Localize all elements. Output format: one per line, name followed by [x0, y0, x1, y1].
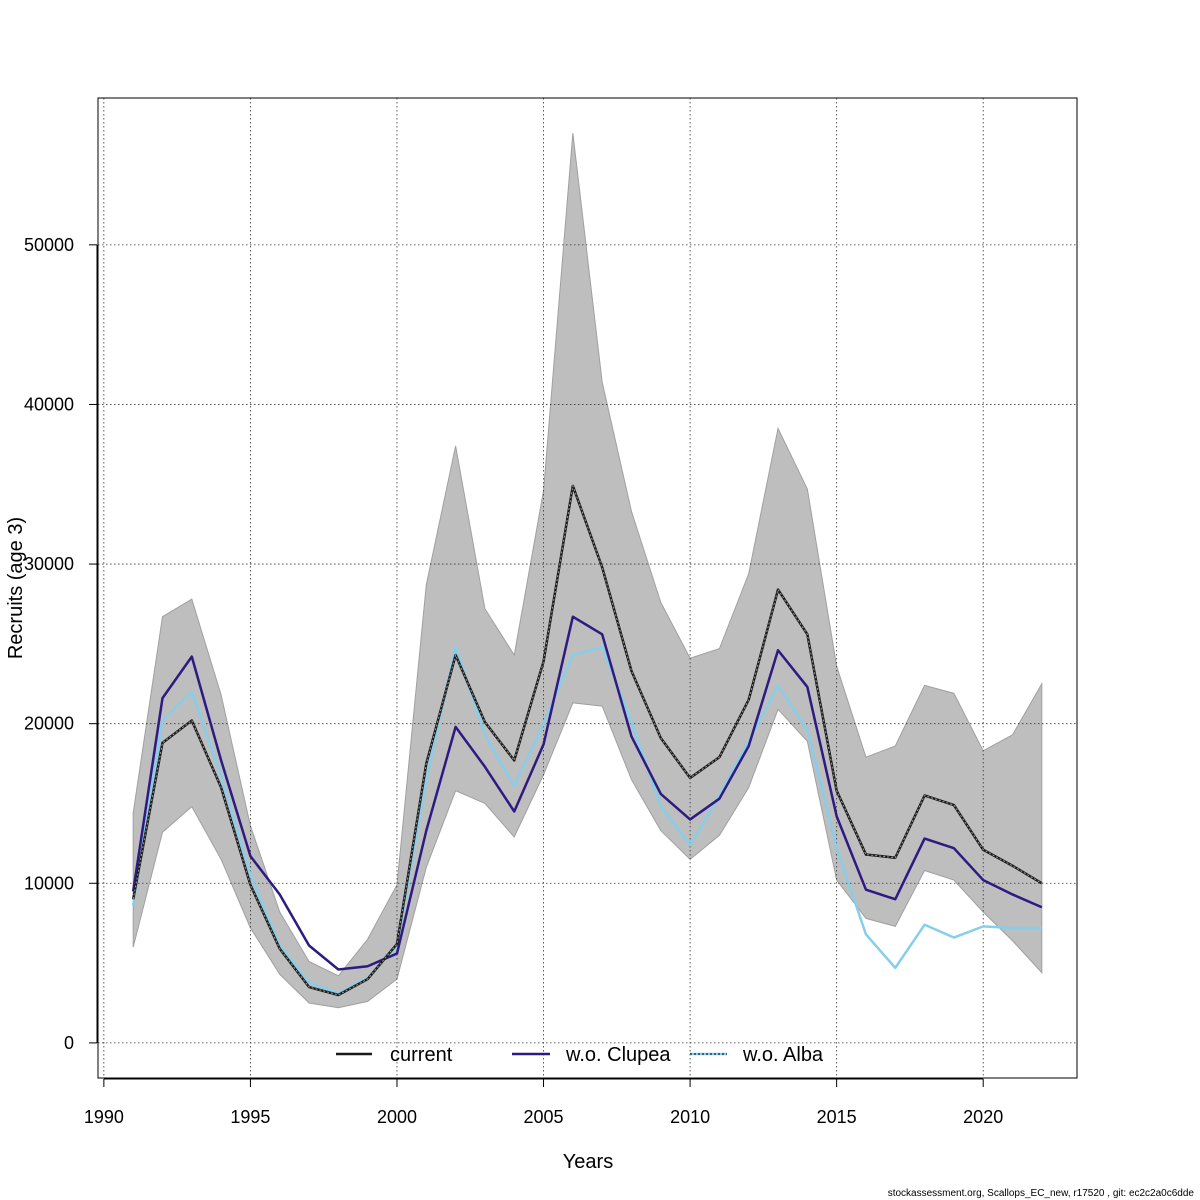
legend-label-clupea: w.o. Clupea — [565, 1044, 671, 1066]
y-tick-label-30000: 30000 — [24, 554, 74, 574]
x-tick-label-2020: 2020 — [963, 1107, 1003, 1127]
y-axis: 0 10000 20000 30000 40000 50000 — [24, 235, 98, 1053]
series-layer — [131, 483, 1043, 997]
y-tick-label-50000: 50000 — [24, 235, 74, 255]
x-axis-title: Years — [563, 1151, 613, 1173]
y-tick-label-0: 0 — [64, 1033, 74, 1053]
y-axis-title: Recruits (age 3) — [5, 517, 27, 659]
plot-frame — [97, 97, 1078, 1079]
series-line-current-dots — [132, 483, 1043, 996]
x-tick-label-2005: 2005 — [524, 1107, 564, 1127]
confidence-band — [132, 133, 1043, 1009]
grid-layer — [98, 98, 1077, 1078]
x-axis: 1990 1995 2000 2005 2010 2015 2020 — [84, 1078, 1003, 1127]
series-line-w-o-clupea — [131, 615, 1043, 971]
footer-credit: stockassessment.org, Scallops_EC_new, r1… — [888, 1188, 1195, 1199]
y-tick-label-20000: 20000 — [24, 714, 74, 734]
x-tick-label-1990: 1990 — [84, 1107, 124, 1127]
x-tick-label-1995: 1995 — [230, 1107, 270, 1127]
x-tick-label-2000: 2000 — [377, 1107, 417, 1127]
x-tick-label-2015: 2015 — [817, 1107, 857, 1127]
legend-label-alba: w.o. Alba — [742, 1044, 824, 1066]
series-line-w-o-alba — [131, 645, 1042, 995]
legend-label-current: current — [390, 1044, 453, 1066]
y-tick-label-40000: 40000 — [24, 394, 74, 414]
x-tick-label-2010: 2010 — [670, 1107, 710, 1127]
legend: current w.o. Clupea w.o. Alba — [336, 1044, 824, 1066]
y-tick-label-10000: 10000 — [24, 873, 74, 893]
confidence-band-layer — [132, 133, 1043, 1009]
